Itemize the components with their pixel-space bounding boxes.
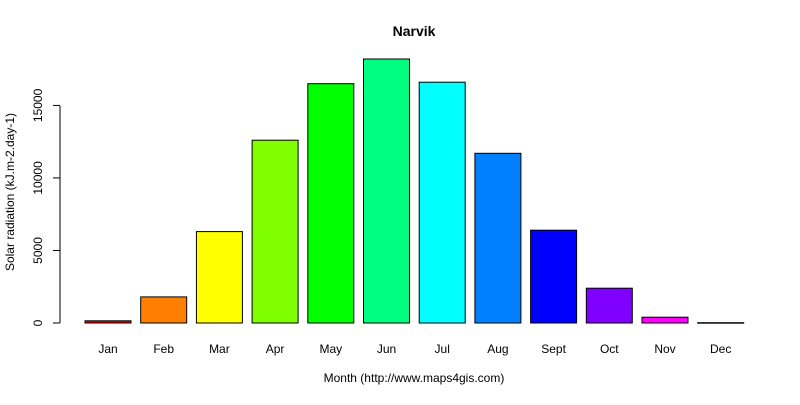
- x-tick-label-jul: Jul: [435, 342, 450, 356]
- x-axis-label: Month (http://www.maps4gis.com): [324, 371, 505, 385]
- bar-oct: [585, 287, 633, 324]
- x-axis-tick-labels: Jan Feb Mar Apr May Jun Jul Aug Sept Oct Nov Dec: [98, 342, 731, 356]
- bar-sept: [530, 229, 578, 324]
- y-axis-label: Solar radiation (kJ.m-2.day-1): [3, 113, 17, 271]
- y-axis-ticks: 0 5000 10000 15000: [31, 88, 60, 326]
- y-tick-label: 15000: [31, 88, 45, 122]
- y-tick-label: 5000: [31, 237, 45, 264]
- bar-feb: [140, 296, 188, 324]
- bar-jul: [418, 81, 466, 324]
- x-tick-label-jun: Jun: [377, 342, 396, 356]
- bar-nov: [641, 316, 689, 324]
- bar-may: [307, 83, 355, 324]
- x-tick-label-jan: Jan: [98, 342, 117, 356]
- y-tick-label: 0: [31, 319, 45, 326]
- bars: [84, 58, 745, 324]
- bar-aug: [474, 152, 522, 324]
- x-tick-label-sept: Sept: [541, 342, 566, 356]
- x-tick-label-feb: Feb: [153, 342, 174, 356]
- x-tick-label-dec: Dec: [710, 342, 731, 356]
- x-tick-label-apr: Apr: [266, 342, 285, 356]
- x-tick-label-may: May: [319, 342, 342, 356]
- bar-apr: [251, 139, 299, 324]
- x-tick-label-mar: Mar: [209, 342, 230, 356]
- bar-mar: [195, 231, 243, 324]
- bar-jun: [363, 58, 410, 324]
- x-tick-label-oct: Oct: [600, 342, 619, 356]
- bar-dec: [697, 322, 745, 324]
- x-tick-label-aug: Aug: [487, 342, 508, 356]
- x-tick-label-nov: Nov: [654, 342, 675, 356]
- y-axis: 0 5000 10000 15000: [31, 88, 61, 326]
- bar-jan: [84, 320, 132, 324]
- y-tick-label: 10000: [31, 161, 45, 195]
- chart-title: Narvik: [393, 23, 436, 39]
